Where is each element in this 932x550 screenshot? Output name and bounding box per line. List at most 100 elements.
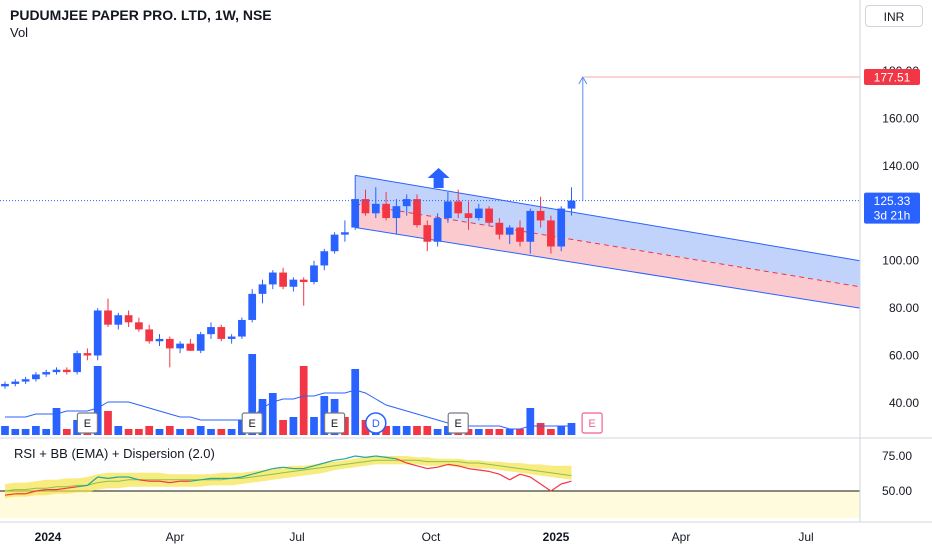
volume-bar [361,420,370,435]
volume-bar [382,426,390,435]
candle-body [351,199,360,228]
rsi-line-segment [97,476,109,479]
marker-label: E [84,418,91,430]
volume-indicator-label[interactable]: Vol [10,25,29,40]
earnings-marker[interactable]: E [447,412,469,434]
rsi-tick-label: 50.00 [882,484,912,498]
candle-body [454,201,463,214]
rsi-line-segment [529,476,541,485]
candle-body [21,379,30,382]
time-tick-label: Jul [289,530,304,544]
rsi-line-segment [56,487,67,491]
rsi-line-segment [169,480,181,484]
candle-body [495,222,504,235]
channel-lower-fill [355,203,860,309]
volume-bar [268,393,277,435]
volume-bar [186,429,195,435]
rsi-line-segment [458,465,469,470]
rsi-line-segment [550,483,562,492]
currency-button[interactable]: INR [865,5,923,27]
time-tick-label: 2024 [35,530,62,544]
badge-text: 125.33 [874,194,911,208]
earnings-marker[interactable]: E [241,412,263,434]
buy-signal-arrow [427,168,450,188]
rsi-line-segment [200,477,212,481]
rsi-line-segment [25,490,37,495]
rsi-line-segment [519,473,531,478]
earnings-marker[interactable]: E [76,412,99,434]
candle-body [330,234,339,252]
earnings-marker[interactable]: E [581,412,603,434]
candle-body [485,208,493,223]
rsi-tick-label: 75.00 [882,449,912,463]
volume-bar [124,429,133,435]
earnings-marker[interactable]: E [324,412,346,434]
marker-shape [324,412,346,434]
candle-body [83,353,92,356]
rsi-line-segment [509,473,521,481]
volume-bar [485,429,493,435]
candle-body [516,227,524,242]
rsi-line-segment [241,473,253,478]
rsi-line-segment [478,469,490,472]
candle-body [124,315,133,323]
rsi-line-segment [540,483,552,492]
candle-body [73,353,81,373]
rsi-line-segment [468,468,479,471]
candle-body [104,310,112,325]
candle-body [114,315,123,325]
candle-body [155,338,164,342]
chart-title: PUDUMJEE PAPER PRO. LTD, 1W, NSE [10,7,272,23]
volume-bar [207,429,215,435]
dividend-marker[interactable]: D [365,412,387,434]
volume-bar [547,429,555,435]
candle-body [526,210,535,242]
time-tick-label: Oct [422,530,441,544]
candle-body [289,279,298,287]
rsi-lower-zone [0,490,860,518]
candle-body [361,199,370,214]
rsi-line-segment [35,489,47,492]
candle-body [196,334,205,351]
marker-shape [581,412,603,434]
candle-body [413,199,421,226]
channel-upper-line [355,174,861,262]
rsi-line-segment [190,479,201,482]
volume-bar [93,366,102,435]
rsi-line-segment [427,466,438,470]
volume-bar [52,408,61,435]
candle-body [207,327,215,335]
rsi-line-segment [561,480,572,485]
price-tick-label: 100.00 [882,254,919,268]
volume-bar [413,426,421,435]
marker-shape [241,412,263,434]
volume-ma-line [5,389,572,430]
time-tick-label: Apr [166,530,185,544]
rsi-line-segment [447,463,459,467]
marker-label: E [331,418,338,430]
rsi-line-segment [138,479,150,482]
volume-bar [104,411,112,435]
candle-body [186,343,195,351]
rsi-line-segment [313,462,325,467]
candle-body [42,372,51,375]
candle-body [557,208,566,247]
candle-body [135,322,143,330]
channel-mid-line [355,203,861,288]
rsi-indicator-label[interactable]: RSI + BB (EMA) + Dispersion (2.0) [14,446,215,461]
marker-shape [76,412,99,434]
marker-shape [365,412,387,434]
rsi-line-segment [355,455,366,458]
volume-bar [495,429,504,435]
volume-bar [114,426,123,435]
badge-text: 177.51 [874,71,911,85]
candle-body [93,310,102,356]
price-tick-label: 80.00 [889,301,919,315]
volume-bar [21,429,30,435]
rsi-line-segment [159,480,170,484]
volume-bar [1,426,9,435]
volume-bar [310,417,318,435]
rsi-line-segment [386,456,397,460]
rsi-pane [0,455,860,518]
